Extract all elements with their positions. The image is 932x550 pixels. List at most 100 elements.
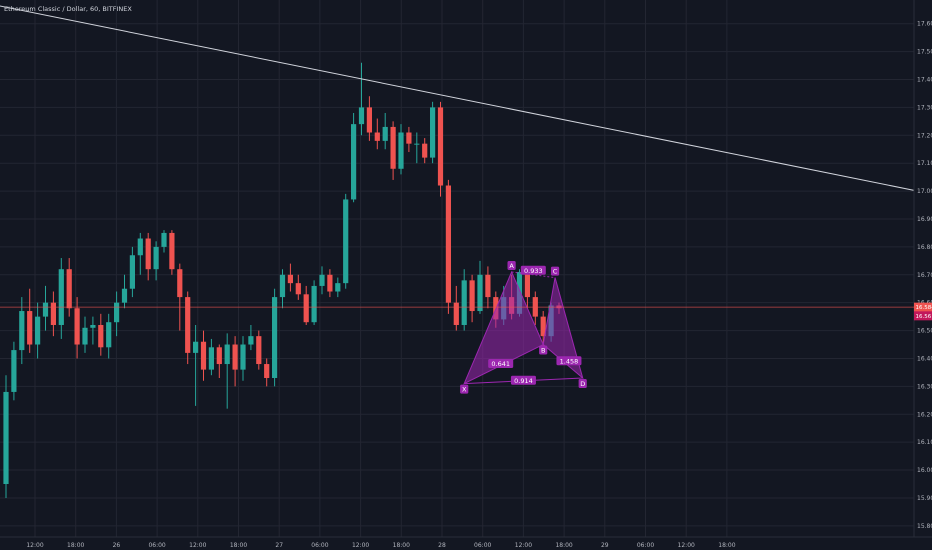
price-tick-label: 16.100 bbox=[917, 439, 932, 446]
candle-body bbox=[129, 255, 135, 289]
candle bbox=[121, 274, 128, 309]
candle-body bbox=[422, 143, 428, 158]
candle-body bbox=[453, 302, 459, 325]
time-tick-label: 12:00 bbox=[189, 542, 206, 549]
time-tick-label: 28 bbox=[438, 542, 446, 549]
price-tick-label: 16.800 bbox=[917, 244, 932, 251]
candle bbox=[422, 138, 428, 164]
candle bbox=[129, 246, 135, 298]
candle bbox=[137, 232, 143, 275]
candle-body bbox=[287, 274, 293, 284]
time-tick-label: 29 bbox=[601, 542, 609, 549]
candle bbox=[287, 263, 293, 292]
candle-body bbox=[66, 269, 72, 309]
candle-body bbox=[366, 107, 372, 133]
candle bbox=[382, 112, 388, 150]
price-tick-label: 16.900 bbox=[917, 216, 932, 223]
candle-body bbox=[90, 324, 96, 328]
pattern-ratio-cd: 1.458 bbox=[560, 357, 579, 365]
candle-body bbox=[153, 246, 159, 270]
candle-body bbox=[224, 344, 230, 365]
pattern-point-c-box bbox=[550, 266, 560, 276]
time-tick-label: 12:00 bbox=[515, 542, 532, 549]
candle bbox=[82, 316, 88, 353]
candle bbox=[216, 344, 222, 378]
candle-body bbox=[240, 344, 246, 370]
candle bbox=[390, 121, 396, 180]
candle-body bbox=[540, 316, 546, 337]
candle bbox=[3, 375, 9, 498]
candle-body bbox=[35, 316, 41, 345]
candle-body bbox=[74, 308, 80, 345]
candle bbox=[485, 266, 491, 309]
candle-body bbox=[327, 274, 333, 292]
pattern-point-d-box bbox=[578, 378, 587, 388]
last-price-tag-text: 16.584 bbox=[916, 305, 932, 311]
pattern-point-x-box bbox=[460, 384, 469, 394]
last-price-tag bbox=[914, 302, 932, 312]
trendline-segment[interactable] bbox=[0, 5, 932, 200]
pattern-price-tag-text: 16.56 bbox=[916, 314, 932, 320]
harmonic-pattern[interactable]: 0.641 0.914 0.933 1.458 X A B C D bbox=[460, 260, 587, 394]
candle bbox=[19, 297, 25, 365]
candle bbox=[200, 330, 207, 381]
candle-body bbox=[98, 324, 104, 348]
candle bbox=[256, 330, 262, 370]
candle bbox=[414, 132, 420, 164]
candle bbox=[58, 258, 64, 339]
candle-body bbox=[50, 302, 56, 325]
candle bbox=[398, 124, 404, 175]
pattern-ratio-bc: 0.933 bbox=[524, 267, 543, 275]
candle-body bbox=[390, 126, 396, 169]
candle-body bbox=[374, 132, 380, 141]
candle-body bbox=[445, 185, 451, 303]
candle-body bbox=[461, 280, 467, 325]
candle-body bbox=[335, 283, 341, 292]
pattern-ratio-xd: 0.914 bbox=[514, 377, 533, 385]
candle-body bbox=[351, 124, 357, 200]
candle bbox=[445, 179, 451, 314]
price-tick-label: 17.400 bbox=[917, 77, 932, 84]
time-axis[interactable]: 12:00 18:00 26 06:00 12:00 18:00 27 06:00 12:00 1… bbox=[0, 536, 932, 550]
time-axis-background bbox=[0, 537, 932, 550]
candle bbox=[351, 112, 357, 203]
candle-body bbox=[11, 350, 17, 392]
candle-body bbox=[430, 107, 436, 158]
candle-body bbox=[19, 311, 25, 351]
time-tick-label: 26 bbox=[113, 542, 121, 549]
candle-body bbox=[200, 341, 207, 370]
candle bbox=[295, 274, 301, 300]
time-tick-label: 18:00 bbox=[393, 542, 410, 549]
candle bbox=[27, 288, 33, 353]
candle bbox=[193, 324, 199, 406]
candle bbox=[35, 302, 41, 359]
candle bbox=[264, 358, 270, 387]
price-tick-label: 16.000 bbox=[917, 467, 932, 474]
candle-body bbox=[524, 271, 530, 298]
price-tick-label: 17.200 bbox=[917, 132, 932, 139]
price-tick-label: 17.100 bbox=[917, 160, 932, 167]
time-tick-label: 18:00 bbox=[230, 542, 247, 549]
pattern-point-c: C bbox=[553, 268, 558, 276]
candle-body bbox=[311, 285, 317, 323]
candle bbox=[145, 232, 151, 281]
candle bbox=[153, 241, 159, 281]
candle-body bbox=[485, 274, 491, 298]
candle bbox=[114, 291, 120, 337]
trendline[interactable] bbox=[0, 5, 932, 200]
price-tick-label: 16.400 bbox=[917, 355, 932, 362]
candle-body bbox=[137, 238, 143, 256]
candle-body bbox=[232, 344, 238, 370]
candle-body bbox=[169, 232, 175, 270]
candle-body bbox=[382, 126, 388, 141]
price-tick-label: 17.600 bbox=[917, 21, 932, 28]
candle bbox=[232, 336, 238, 387]
candle-body bbox=[343, 199, 349, 284]
candle-body bbox=[248, 336, 254, 345]
candle-body bbox=[414, 143, 420, 145]
candle-body bbox=[303, 294, 309, 323]
candle-body bbox=[256, 336, 262, 365]
price-tick-label: 16.500 bbox=[917, 328, 932, 335]
